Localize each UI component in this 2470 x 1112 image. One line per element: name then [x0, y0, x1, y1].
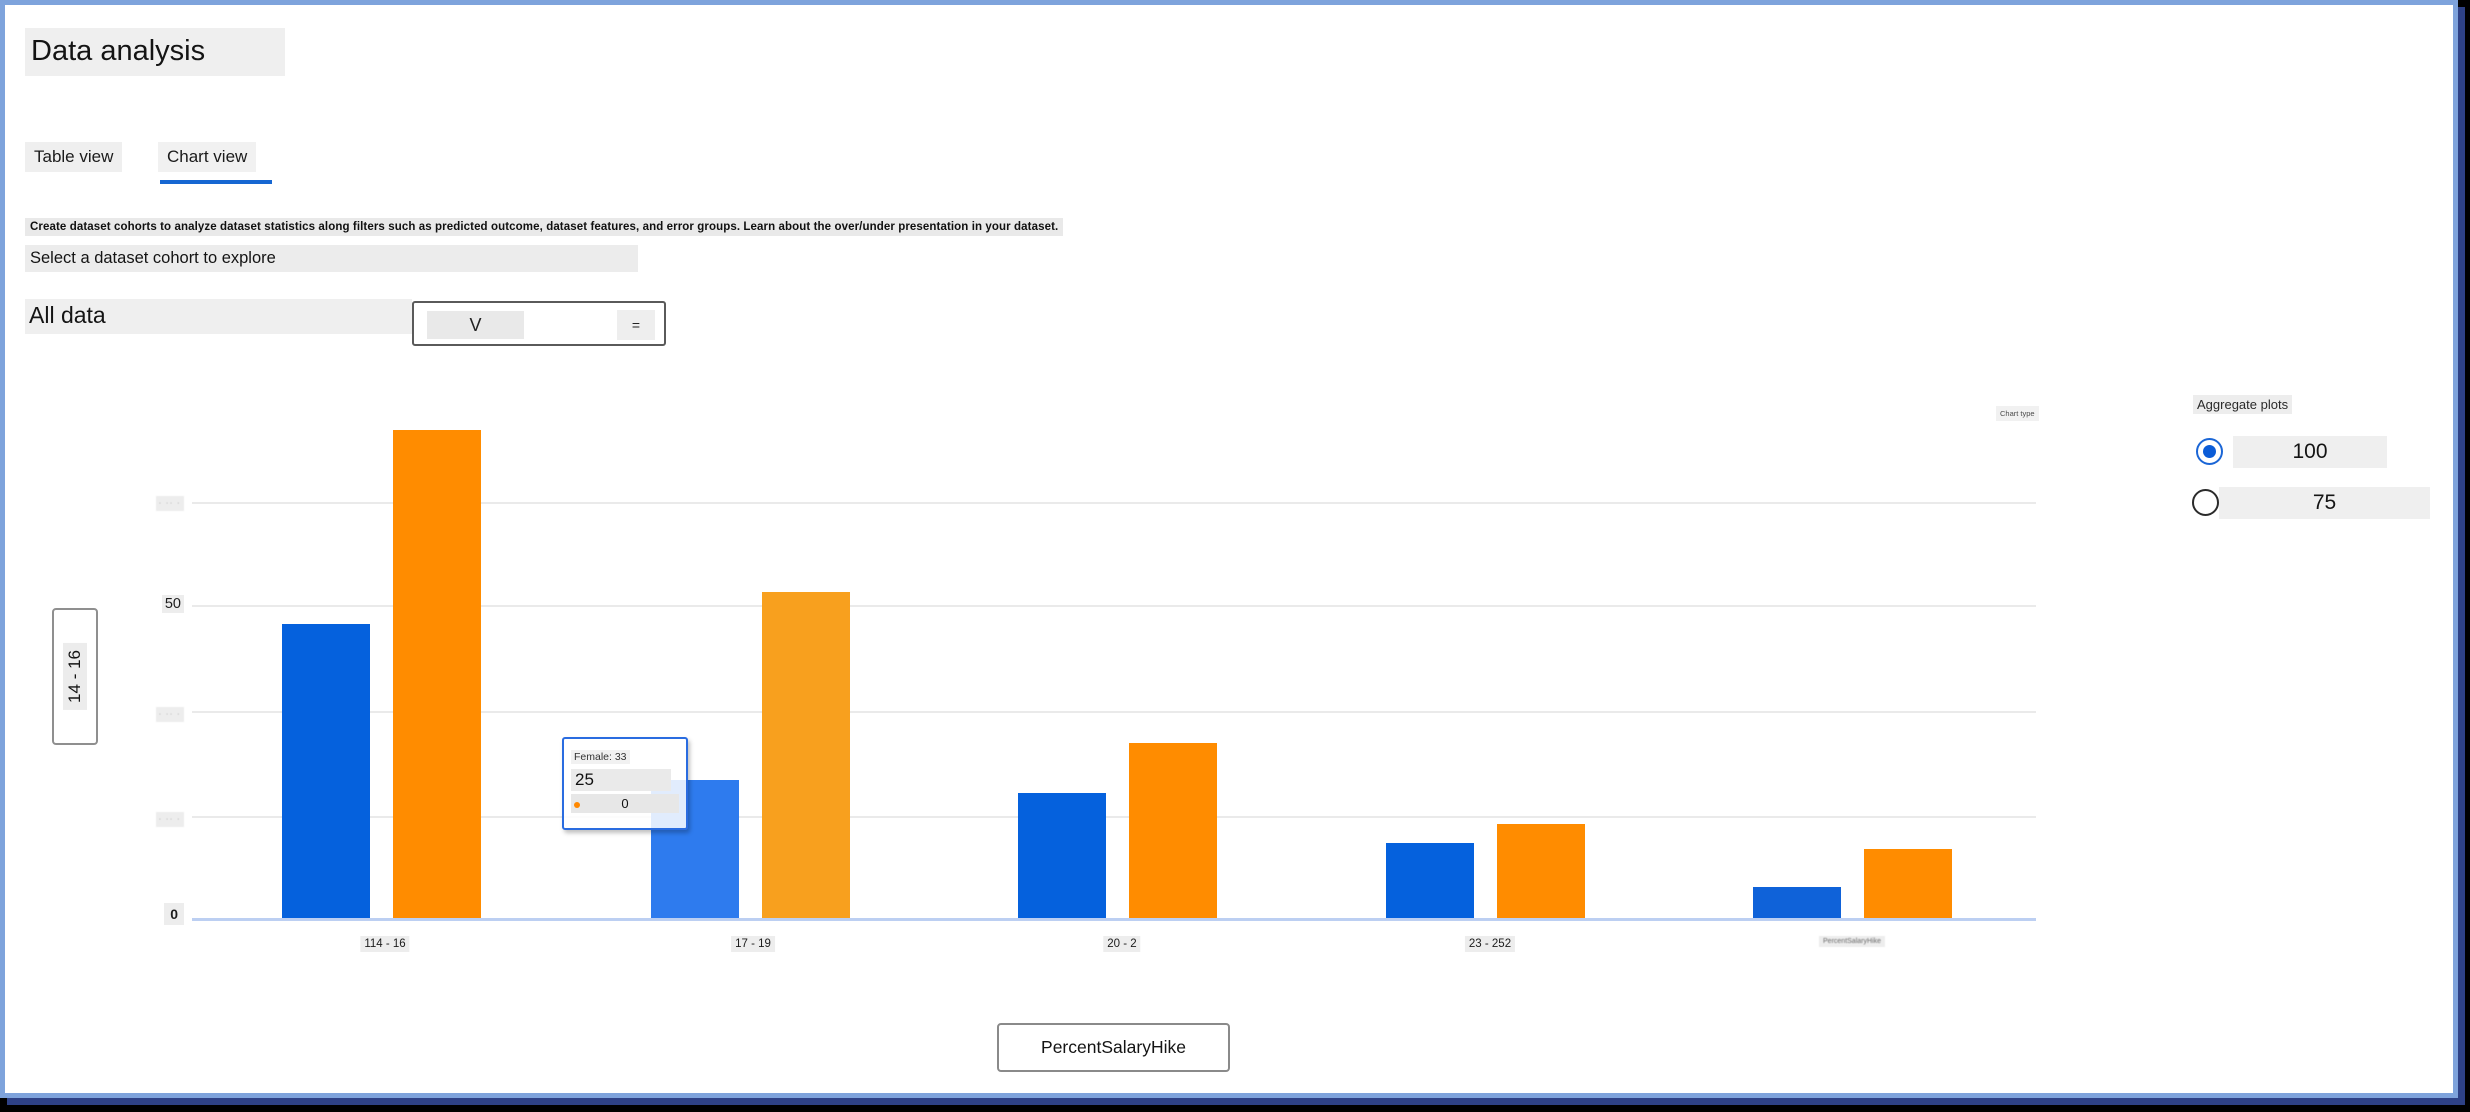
cohort-description-text: Create dataset cohorts to analyze datase… [25, 218, 1064, 236]
x-tick-label: 23 - 252 [1464, 936, 1516, 952]
bar-blue-3[interactable] [1018, 793, 1106, 918]
bar-blue-1[interactable] [282, 624, 370, 918]
gridline [192, 605, 2036, 607]
bar-orange-4[interactable] [1497, 824, 1585, 918]
y-axis-button[interactable]: 14 - 16 [52, 608, 98, 745]
tab-chart-view[interactable]: Chart view [158, 142, 257, 172]
tooltip-value-secondary: 0 [571, 794, 679, 813]
x-tick-label: PercentSalaryHike [1819, 936, 1885, 947]
chevron-down-icon[interactable]: V [427, 311, 524, 339]
x-axis-button[interactable]: PercentSalaryHike [997, 1023, 1230, 1072]
orange-dot-icon [574, 802, 580, 808]
bar-blue-5[interactable] [1753, 887, 1841, 918]
bar-orange-5[interactable] [1864, 849, 1952, 918]
aggregate-plots-heading: Aggregate plots [2193, 395, 2293, 414]
page-title: Data analysis [25, 28, 285, 76]
aggregate-option-75[interactable]: 75 [2219, 487, 2430, 519]
tooltip-series-label: Female: 33 [571, 750, 630, 764]
y-axis-button-label: 14 - 16 [63, 643, 87, 710]
aggregate-option-100[interactable]: 100 [2233, 436, 2387, 468]
y-tick-label: · ·· · [140, 492, 184, 511]
chart-type-label: Chart type [1996, 406, 2039, 421]
gridline [192, 502, 2036, 504]
y-tick-label-50: 50 [140, 595, 184, 613]
x-axis-baseline [192, 918, 2036, 921]
cohort-dropdown[interactable]: V = [412, 301, 666, 346]
y-tick-label: · ·· · [140, 808, 184, 827]
bar-blue-4[interactable] [1386, 843, 1474, 918]
tooltip-value-primary: 25 [571, 769, 671, 791]
equals-icon[interactable]: = [617, 310, 655, 340]
radio-selected-icon[interactable] [2196, 438, 2223, 465]
x-tick-label: 17 - 19 [731, 936, 775, 952]
radio-dot-icon [2203, 445, 2216, 458]
tab-table-view[interactable]: Table view [25, 142, 123, 172]
selected-cohort-label: All data [25, 299, 412, 334]
radio-unselected-icon[interactable] [2192, 489, 2219, 516]
x-tick-label: 114 - 16 [360, 936, 410, 952]
bar-orange-3[interactable] [1129, 743, 1217, 918]
bar-orange-2[interactable] [762, 592, 850, 918]
cohort-section-heading: Select a dataset cohort to explore [25, 245, 638, 272]
hover-tooltip: Female: 33 25 0 [562, 737, 688, 830]
bar-orange-1[interactable] [393, 430, 481, 918]
gridline [192, 816, 2036, 818]
x-tick-label: 20 - 2 [1103, 936, 1141, 952]
gridline [192, 711, 2036, 713]
active-tab-underline [160, 180, 272, 184]
y-tick-label-0: 0 [140, 903, 184, 925]
y-tick-label: · ·· · [140, 703, 184, 722]
